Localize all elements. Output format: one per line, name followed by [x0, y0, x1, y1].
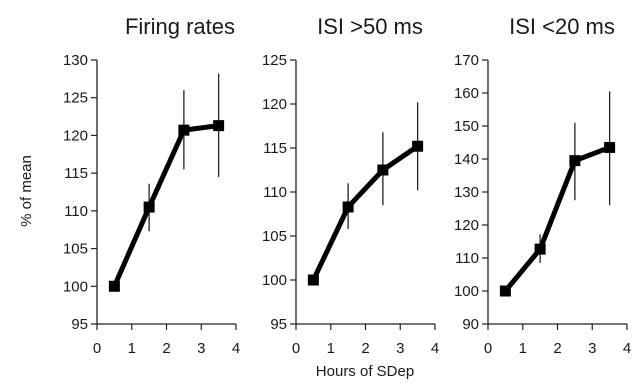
data-point: [178, 124, 190, 136]
y-tick-label: 120: [454, 217, 479, 234]
y-tick-label: 105: [262, 228, 287, 245]
y-tick-label: 110: [263, 184, 287, 201]
y-tick-label: 110: [455, 250, 479, 267]
data-point: [143, 201, 155, 213]
data-point: [377, 164, 389, 176]
y-tick-label: 100: [63, 278, 88, 295]
x-tick-label: 0: [484, 340, 492, 357]
x-tick-label: 0: [292, 340, 300, 357]
panel-3: 90 100 110 120 130 140 150 160 170 0 1 2 3 4: [454, 52, 631, 357]
y-tick-label: 115: [263, 140, 287, 157]
data-point: [534, 243, 546, 255]
panel-2: 95 100 105 110 115 120 125 0 1 2 3 4: [262, 52, 439, 357]
x-tick-label: 2: [553, 340, 561, 357]
x-tick-label: 3: [588, 340, 596, 357]
panel-3-title: ISI <20 ms: [509, 14, 615, 39]
data-point: [412, 140, 424, 152]
x-tick-label: 4: [623, 340, 631, 357]
panel-2-title: ISI >50 ms: [317, 14, 423, 39]
y-tick-label: 125: [63, 90, 88, 107]
panel-1-title: Firing rates: [125, 14, 235, 39]
data-point: [108, 280, 120, 292]
x-tick-label: 1: [327, 340, 335, 357]
y-tick-label: 130: [63, 52, 88, 69]
y-tick-label: 120: [262, 96, 287, 113]
y-tick-label: 105: [63, 241, 88, 258]
data-point: [342, 201, 354, 213]
series-line: [311, 144, 420, 282]
y-tick-label: 115: [64, 165, 88, 182]
y-tick-label: 110: [64, 203, 88, 220]
y-tick-label: 160: [454, 85, 479, 102]
y-tick-label: 170: [454, 52, 479, 69]
x-axis-label: Hours of SDep: [316, 363, 414, 380]
y-tick-label: 140: [454, 151, 479, 168]
x-tick-label: 1: [128, 340, 136, 357]
y-tick-label: 95: [270, 316, 287, 333]
y-tick-label: 90: [462, 316, 479, 333]
x-tick-label: 4: [232, 340, 240, 357]
y-tick-label: 100: [262, 272, 287, 289]
y-axis-label: % of mean: [18, 155, 35, 227]
x-tick-label: 3: [197, 340, 205, 357]
data-point: [499, 285, 511, 297]
y-tick-label: 130: [454, 184, 479, 201]
x-tick-label: 1: [519, 340, 527, 357]
y-tick-label: 120: [63, 127, 88, 144]
y-tick-label: 95: [71, 316, 88, 333]
series-line: [503, 145, 611, 293]
series-line: [112, 123, 219, 288]
x-tick-label: 2: [162, 340, 170, 357]
y-tick-label: 150: [454, 118, 479, 135]
data-point: [307, 274, 319, 286]
x-tick-label: 2: [361, 340, 369, 357]
data-point: [569, 155, 581, 167]
y-tick-label: 100: [454, 283, 479, 300]
x-tick-label: 3: [396, 340, 404, 357]
data-point: [604, 141, 616, 153]
x-tick-label: 0: [93, 340, 101, 357]
panel-1: 95 100 105 110 115 120 125 130 0 1 2 3 4: [63, 52, 240, 357]
x-tick-label: 4: [431, 340, 439, 357]
data-point: [213, 120, 225, 132]
y-tick-label: 125: [262, 52, 287, 69]
